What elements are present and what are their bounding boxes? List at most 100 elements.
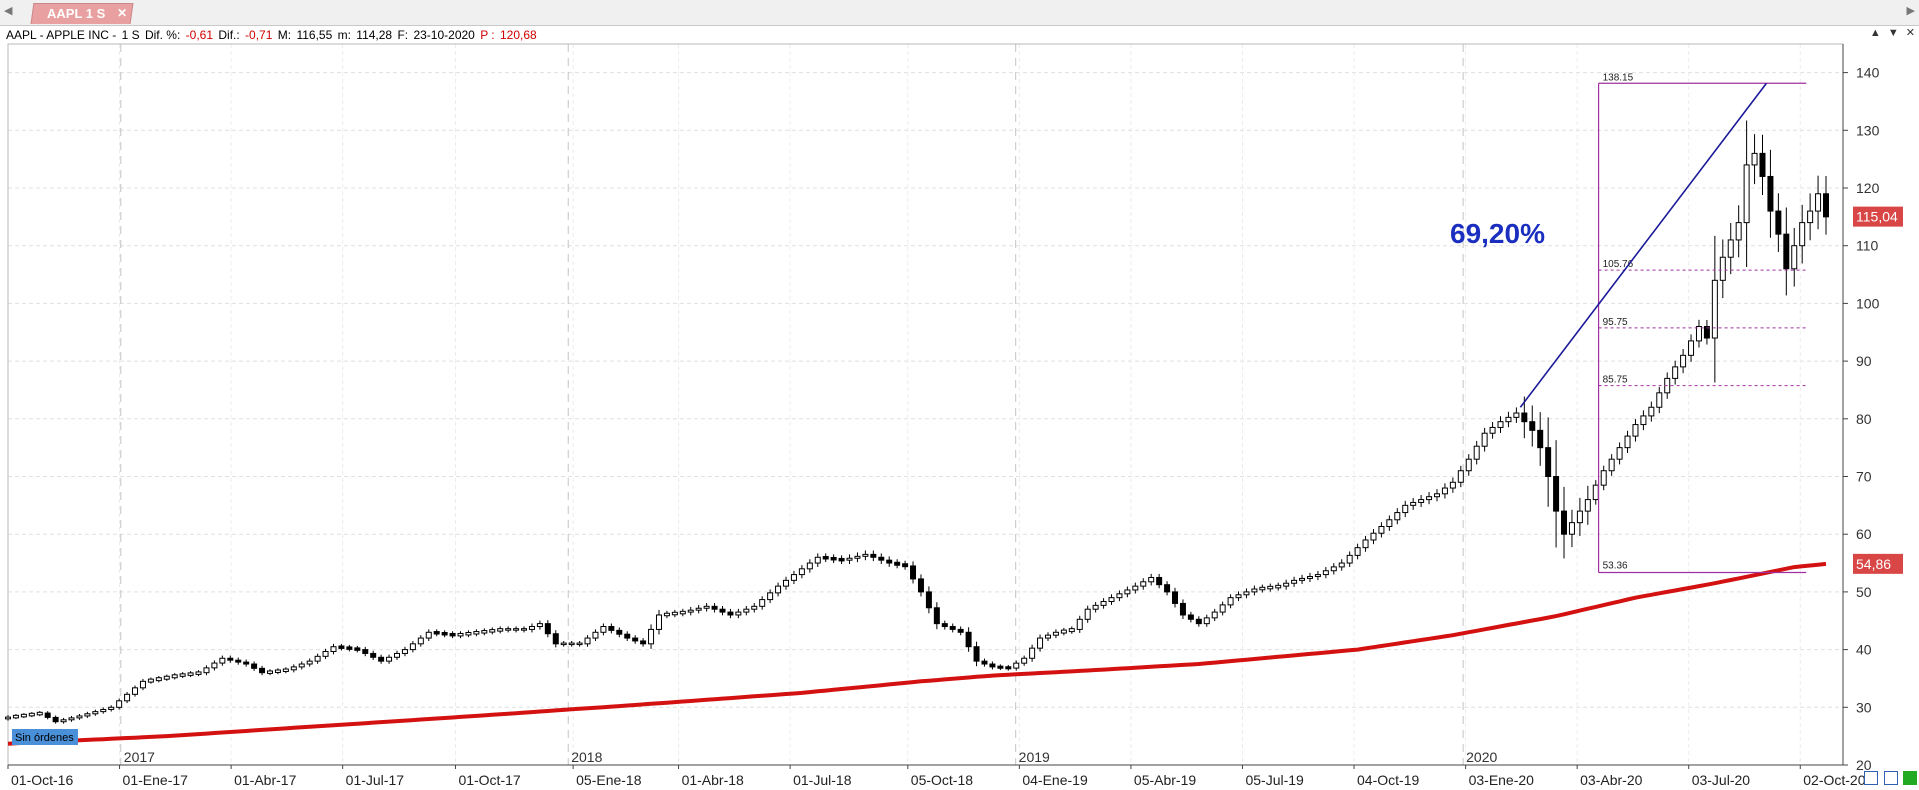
candle-body [1608,458,1615,472]
x-tick-label: 04-Ene-19 [1022,772,1088,788]
candle-body [1688,340,1695,356]
year-label: 2020 [1466,749,1497,765]
candle-body [854,555,861,559]
scroll-down-icon[interactable]: ▼ [1887,27,1899,39]
candle-body [1505,416,1512,423]
fib-label: 105.76 [1603,259,1634,270]
candle-body [1092,604,1099,610]
status-icon [1903,771,1917,785]
candle-body [536,623,543,628]
candle-body [775,585,782,594]
candle-body [1791,245,1798,270]
candle-body [1489,426,1496,434]
candle-body [1132,585,1139,591]
date-value: 23-10-2020 [413,28,475,42]
candle-body [441,632,448,636]
candle-body [759,599,766,607]
price-badge [1853,206,1903,227]
candle-body [1481,432,1488,447]
candle-body [1418,499,1425,503]
candle-body [695,607,702,611]
x-tick-label: 03-Abr-20 [1580,772,1642,788]
candle-body [1100,601,1107,606]
price-value: 120,68 [500,28,537,42]
candle-body [886,559,893,564]
candle-body [1711,279,1718,339]
x-tick-label: 05-Oct-18 [911,772,973,788]
candle-body [1473,445,1480,460]
candle-body [1378,526,1385,534]
scroll-left-icon[interactable]: ◀ [4,5,13,17]
candle-body [44,712,51,718]
window-controls: ▲ ▼ ✕ [1866,26,1915,39]
year-label: 2019 [1019,749,1050,765]
candle-body [1243,591,1250,596]
candle-body [1394,512,1401,521]
candle-body [1076,618,1083,630]
scroll-right-icon[interactable]: ▶ [1906,5,1915,17]
candle-body [465,632,472,636]
candle-body [1695,325,1702,342]
candle-body [1410,501,1417,506]
candle-body [1648,406,1655,417]
candle-body [1600,470,1607,486]
print-icon[interactable] [1883,771,1898,785]
candle-body [1735,222,1742,241]
candle-body [1179,602,1186,616]
candle-body [378,656,385,662]
save-icon[interactable] [1864,771,1879,785]
candle-body [1013,662,1020,669]
candle-body [1703,325,1710,339]
candle-body [767,592,774,601]
scroll-up-icon[interactable]: ▲ [1869,27,1881,39]
candle-body [870,553,877,558]
candle-body [1044,634,1051,639]
candle-body [132,687,139,695]
candle-body [989,663,996,668]
candle-body [1743,164,1750,224]
candle-body [1164,584,1171,593]
y-tick-label: 130 [1856,122,1880,138]
candle-body [1632,424,1639,437]
candle-body [1037,637,1044,649]
candle-body [28,712,35,717]
candle-body [981,660,988,665]
candle-body [473,631,480,635]
candle-body [648,628,655,645]
candle-body [1672,366,1679,379]
candle-body [1084,608,1091,620]
candle-body [957,628,964,633]
candle-body [1433,493,1440,498]
candle-body [251,663,258,669]
orders-label: Sin órdenes [15,732,74,744]
window-close-icon[interactable]: ✕ [1905,27,1915,39]
candle-body [1330,566,1337,572]
candle-body [290,666,297,671]
candle-body [528,626,535,630]
x-tick-label: 05-Ene-18 [576,772,642,788]
x-tick-label: 01-Jul-18 [793,772,852,788]
candle-body [497,628,504,632]
candle-body [1156,576,1163,586]
candle-body [1545,447,1552,477]
fib-label: 53.36 [1603,561,1628,572]
candle-body [338,645,345,649]
orders-badge [12,729,78,745]
candle-body [600,626,607,633]
max-value: 116,55 [296,28,333,42]
candle-body [1251,588,1258,593]
candle-body [60,719,67,723]
min-label: m: [337,28,351,42]
candle-body [917,578,924,593]
candle-body [124,693,131,702]
candle-body [1553,476,1560,512]
candle-body [1441,487,1448,495]
y-tick-label: 100 [1856,295,1880,311]
candle-body [1402,504,1409,514]
candle-body [1751,152,1758,166]
candle-body [1052,631,1059,636]
fib-label: 85.75 [1603,375,1628,386]
candle-body [1275,584,1282,589]
candle-body [401,649,408,654]
